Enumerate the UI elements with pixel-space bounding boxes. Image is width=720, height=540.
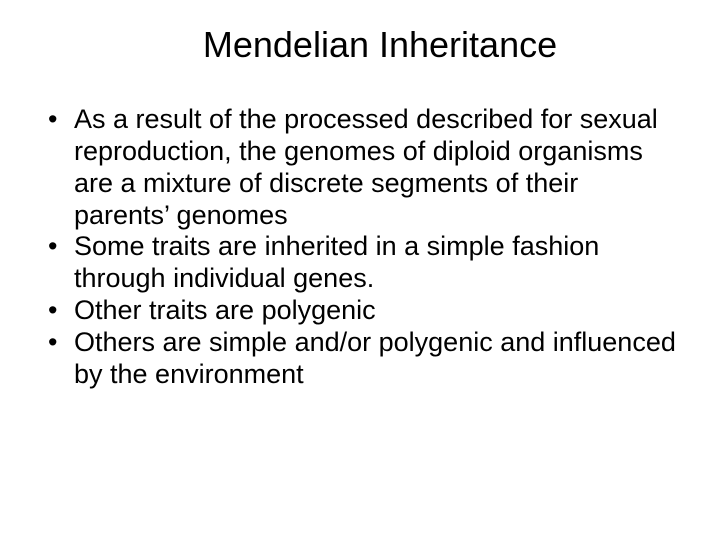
bullet-list: As a result of the processed described f…: [30, 104, 690, 391]
list-item: Others are simple and/or polygenic and i…: [40, 327, 680, 391]
list-item: Some traits are inherited in a simple fa…: [40, 231, 680, 295]
slide: Mendelian Inheritance As a result of the…: [0, 0, 720, 540]
list-item: Other traits are polygenic: [40, 295, 680, 327]
slide-title: Mendelian Inheritance: [30, 24, 690, 66]
list-item: As a result of the processed described f…: [40, 104, 680, 231]
